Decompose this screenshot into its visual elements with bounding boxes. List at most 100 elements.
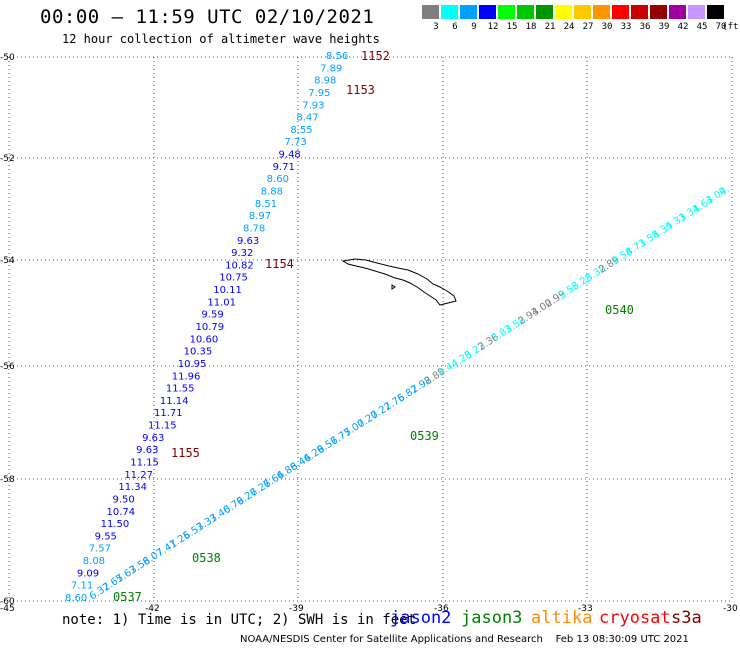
wave-height-value: 11.15	[148, 421, 177, 432]
wave-height-value: 7.95	[308, 88, 330, 99]
wave-height-value: 11.71	[154, 408, 183, 419]
lat-label: -56	[0, 362, 15, 372]
wave-height-value: 11.50	[101, 519, 130, 530]
legend-label: 24	[563, 22, 575, 32]
wave-height-value: 8.55	[290, 125, 312, 136]
legend-unit: (ft)	[722, 22, 740, 32]
legend-swatch	[517, 5, 535, 19]
pass-time-label: 1154	[265, 257, 294, 271]
wave-height-value: 11.55	[166, 384, 195, 395]
legend-swatch	[593, 5, 611, 19]
lon-label: -36	[434, 604, 449, 614]
pass-time-labels: 1152 1153 1154 1155 0537 0538 0539 0540	[113, 49, 634, 604]
satellite-name: jason2	[390, 608, 452, 628]
wave-height-value: 11.15	[130, 458, 159, 469]
wave-height-value: 11.01	[207, 297, 236, 308]
legend-label: 36	[639, 22, 651, 32]
wave-height-value: 8.08	[83, 556, 105, 567]
south-georgia-coastline	[341, 258, 457, 306]
wave-height-value: 11.27	[124, 470, 153, 481]
wave-height-value: 9.48	[279, 150, 301, 161]
legend-label: 27	[582, 22, 594, 32]
wave-height-value: 9.50	[112, 494, 134, 505]
wave-height-value: 11.14	[160, 396, 189, 407]
wave-height-value: 10.11	[213, 285, 242, 296]
wave-height-value: 9.55	[95, 531, 117, 542]
satellite-name: cryosat	[599, 608, 671, 628]
wave-height-value: 8.98	[314, 76, 336, 87]
lon-label: -45	[0, 604, 15, 614]
wave-height-value: 9.09	[77, 568, 99, 579]
lat-label: -60	[0, 597, 15, 607]
pass-time-label: 1152	[361, 49, 390, 63]
wave-height-value: 10.82	[225, 260, 254, 271]
wave-height-value: 11.34	[118, 482, 147, 493]
graticule	[8, 56, 733, 602]
legend-swatch	[460, 5, 478, 19]
legend-swatch	[669, 5, 687, 19]
wave-height-value: 7.89	[320, 63, 342, 74]
legend-swatch	[574, 5, 592, 19]
wave-height-value: 7.73	[284, 137, 306, 148]
wave-height-value: 9.63	[237, 236, 259, 247]
wave-height-value: 8.51	[255, 199, 277, 210]
legend-swatch	[650, 5, 668, 19]
legend-label: 18	[525, 22, 537, 32]
legend-label: 21	[544, 22, 556, 32]
wave-height-value: 10.79	[196, 322, 225, 333]
wave-height-value: 8.78	[243, 223, 265, 234]
units-note: note: 1) Time is in UTC; 2) SWH is in fe…	[62, 612, 417, 628]
legend-label: 9	[471, 22, 477, 32]
lon-label: -42	[145, 604, 160, 614]
legend-swatch	[612, 5, 630, 19]
wave-height-value: 11.96	[172, 371, 201, 382]
legend-swatch	[707, 5, 725, 19]
legend-label: 33	[620, 22, 632, 32]
wave-height-value: 8.88	[261, 187, 283, 198]
satellite-name: s3a	[671, 608, 702, 628]
lon-label: -30	[723, 604, 738, 614]
legend-label: 12	[487, 22, 499, 32]
legend-label: 70	[715, 22, 727, 32]
wave-height-value: 10.35	[184, 347, 213, 358]
wave-height-value: 8.56	[326, 51, 348, 62]
legend-swatch	[631, 5, 649, 19]
pass-time-label: 1155	[171, 446, 200, 460]
wave-height-value: 9.71	[273, 162, 295, 173]
wave-height-value: 9.59	[201, 310, 223, 321]
lon-label: -39	[289, 604, 304, 614]
legend-label: 6	[452, 22, 458, 32]
wave-height-value: 9.63	[136, 445, 158, 456]
wave-height-value: 9.32	[231, 248, 253, 259]
legend-label: 15	[506, 22, 518, 32]
pass-time-label: 0540	[605, 303, 634, 317]
island-outline	[341, 258, 457, 306]
wave-height-value: 7.11	[71, 581, 93, 592]
legend-swatch	[555, 5, 573, 19]
wave-height-value: 8.97	[249, 211, 271, 222]
axis-labels: -50 -52 -54 -56 -58 -60-45 -42 -39 -36 -33 -30	[0, 53, 738, 614]
pass-time-label: 0539	[410, 429, 439, 443]
legend-swatch	[479, 5, 497, 19]
altimeter-track-a: 8.567.89 8.987.957.93 8.478.557.73 9.489.71…	[65, 51, 348, 604]
wave-height-value: 9.63	[142, 433, 164, 444]
satellite-name: altika	[531, 608, 593, 628]
legend-swatch	[422, 5, 440, 19]
wave-height-value: 8.60	[65, 593, 87, 604]
legend-swatch	[536, 5, 554, 19]
lat-label: -52	[0, 154, 15, 164]
legend-swatch	[498, 5, 516, 19]
credit-line: NOAA/NESDIS Center for Satellite Applica…	[240, 634, 689, 645]
wave-height-value: 10.74	[107, 507, 136, 518]
legend-label: 3	[433, 22, 439, 32]
wave-height-value: 8.47	[296, 113, 318, 124]
legend-label: 45	[696, 22, 708, 32]
map-subtitle: 12 hour collection of altimeter wave hei…	[62, 32, 380, 46]
wave-height-value: 10.60	[190, 334, 219, 345]
satellite-name: jason3	[461, 608, 523, 628]
legend-swatch	[688, 5, 706, 19]
wave-height-value: 10.75	[219, 273, 248, 284]
pass-time-label: 0537	[113, 590, 142, 604]
wave-height-value: 8.60	[267, 174, 289, 185]
